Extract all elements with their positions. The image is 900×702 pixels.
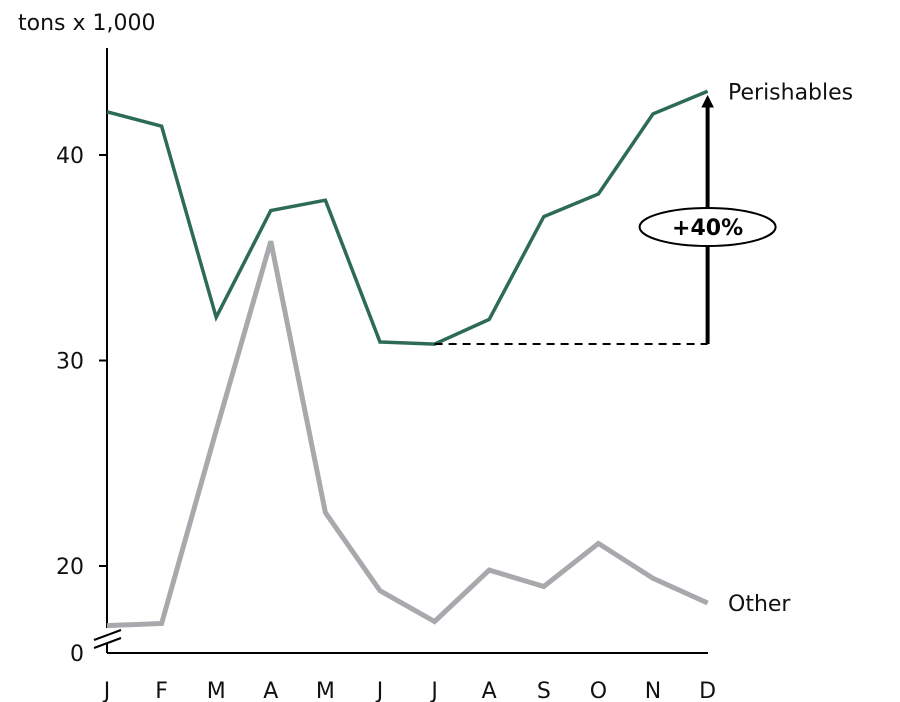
x-tick-label: J — [375, 679, 384, 702]
x-tick-label: A — [482, 679, 497, 702]
growth-callout: +40% — [434, 94, 777, 346]
growth-badge-text: +40% — [672, 216, 743, 241]
series-label-other: Other — [728, 592, 791, 617]
x-tick-label: A — [263, 679, 278, 702]
x-tick-label: J — [429, 679, 438, 702]
y-tick-label: 40 — [56, 144, 84, 169]
y-axis-break-mark — [93, 628, 122, 649]
y-tick-label: 20 — [56, 555, 84, 580]
x-tick-label: O — [590, 679, 607, 702]
y-tick-label: 30 — [56, 350, 84, 375]
y-axis-unit-label: tons x 1,000 — [18, 11, 155, 36]
growth-badge — [638, 207, 777, 247]
series-label-perishables: Perishables — [728, 80, 853, 105]
x-tick-label: F — [155, 679, 168, 702]
x-tick-label: M — [316, 679, 335, 702]
y-axis-break-line-upper — [93, 629, 122, 641]
series-labels: Perishables Other — [728, 80, 853, 617]
series-line-other — [106, 240, 709, 629]
y-tick-label: 0 — [70, 642, 84, 667]
series-lines — [106, 89, 709, 629]
axes — [93, 48, 708, 654]
x-tick-label: M — [207, 679, 226, 702]
x-tick-label: J — [102, 679, 111, 702]
y-axis-break-line-lower — [93, 637, 122, 649]
x-tick-label: S — [537, 679, 551, 702]
y-tick-labels: 0 20 30 40 — [56, 144, 107, 667]
series-line-perishables — [106, 89, 709, 346]
x-tick-label: D — [699, 679, 716, 702]
x-tick-label: N — [645, 679, 661, 702]
